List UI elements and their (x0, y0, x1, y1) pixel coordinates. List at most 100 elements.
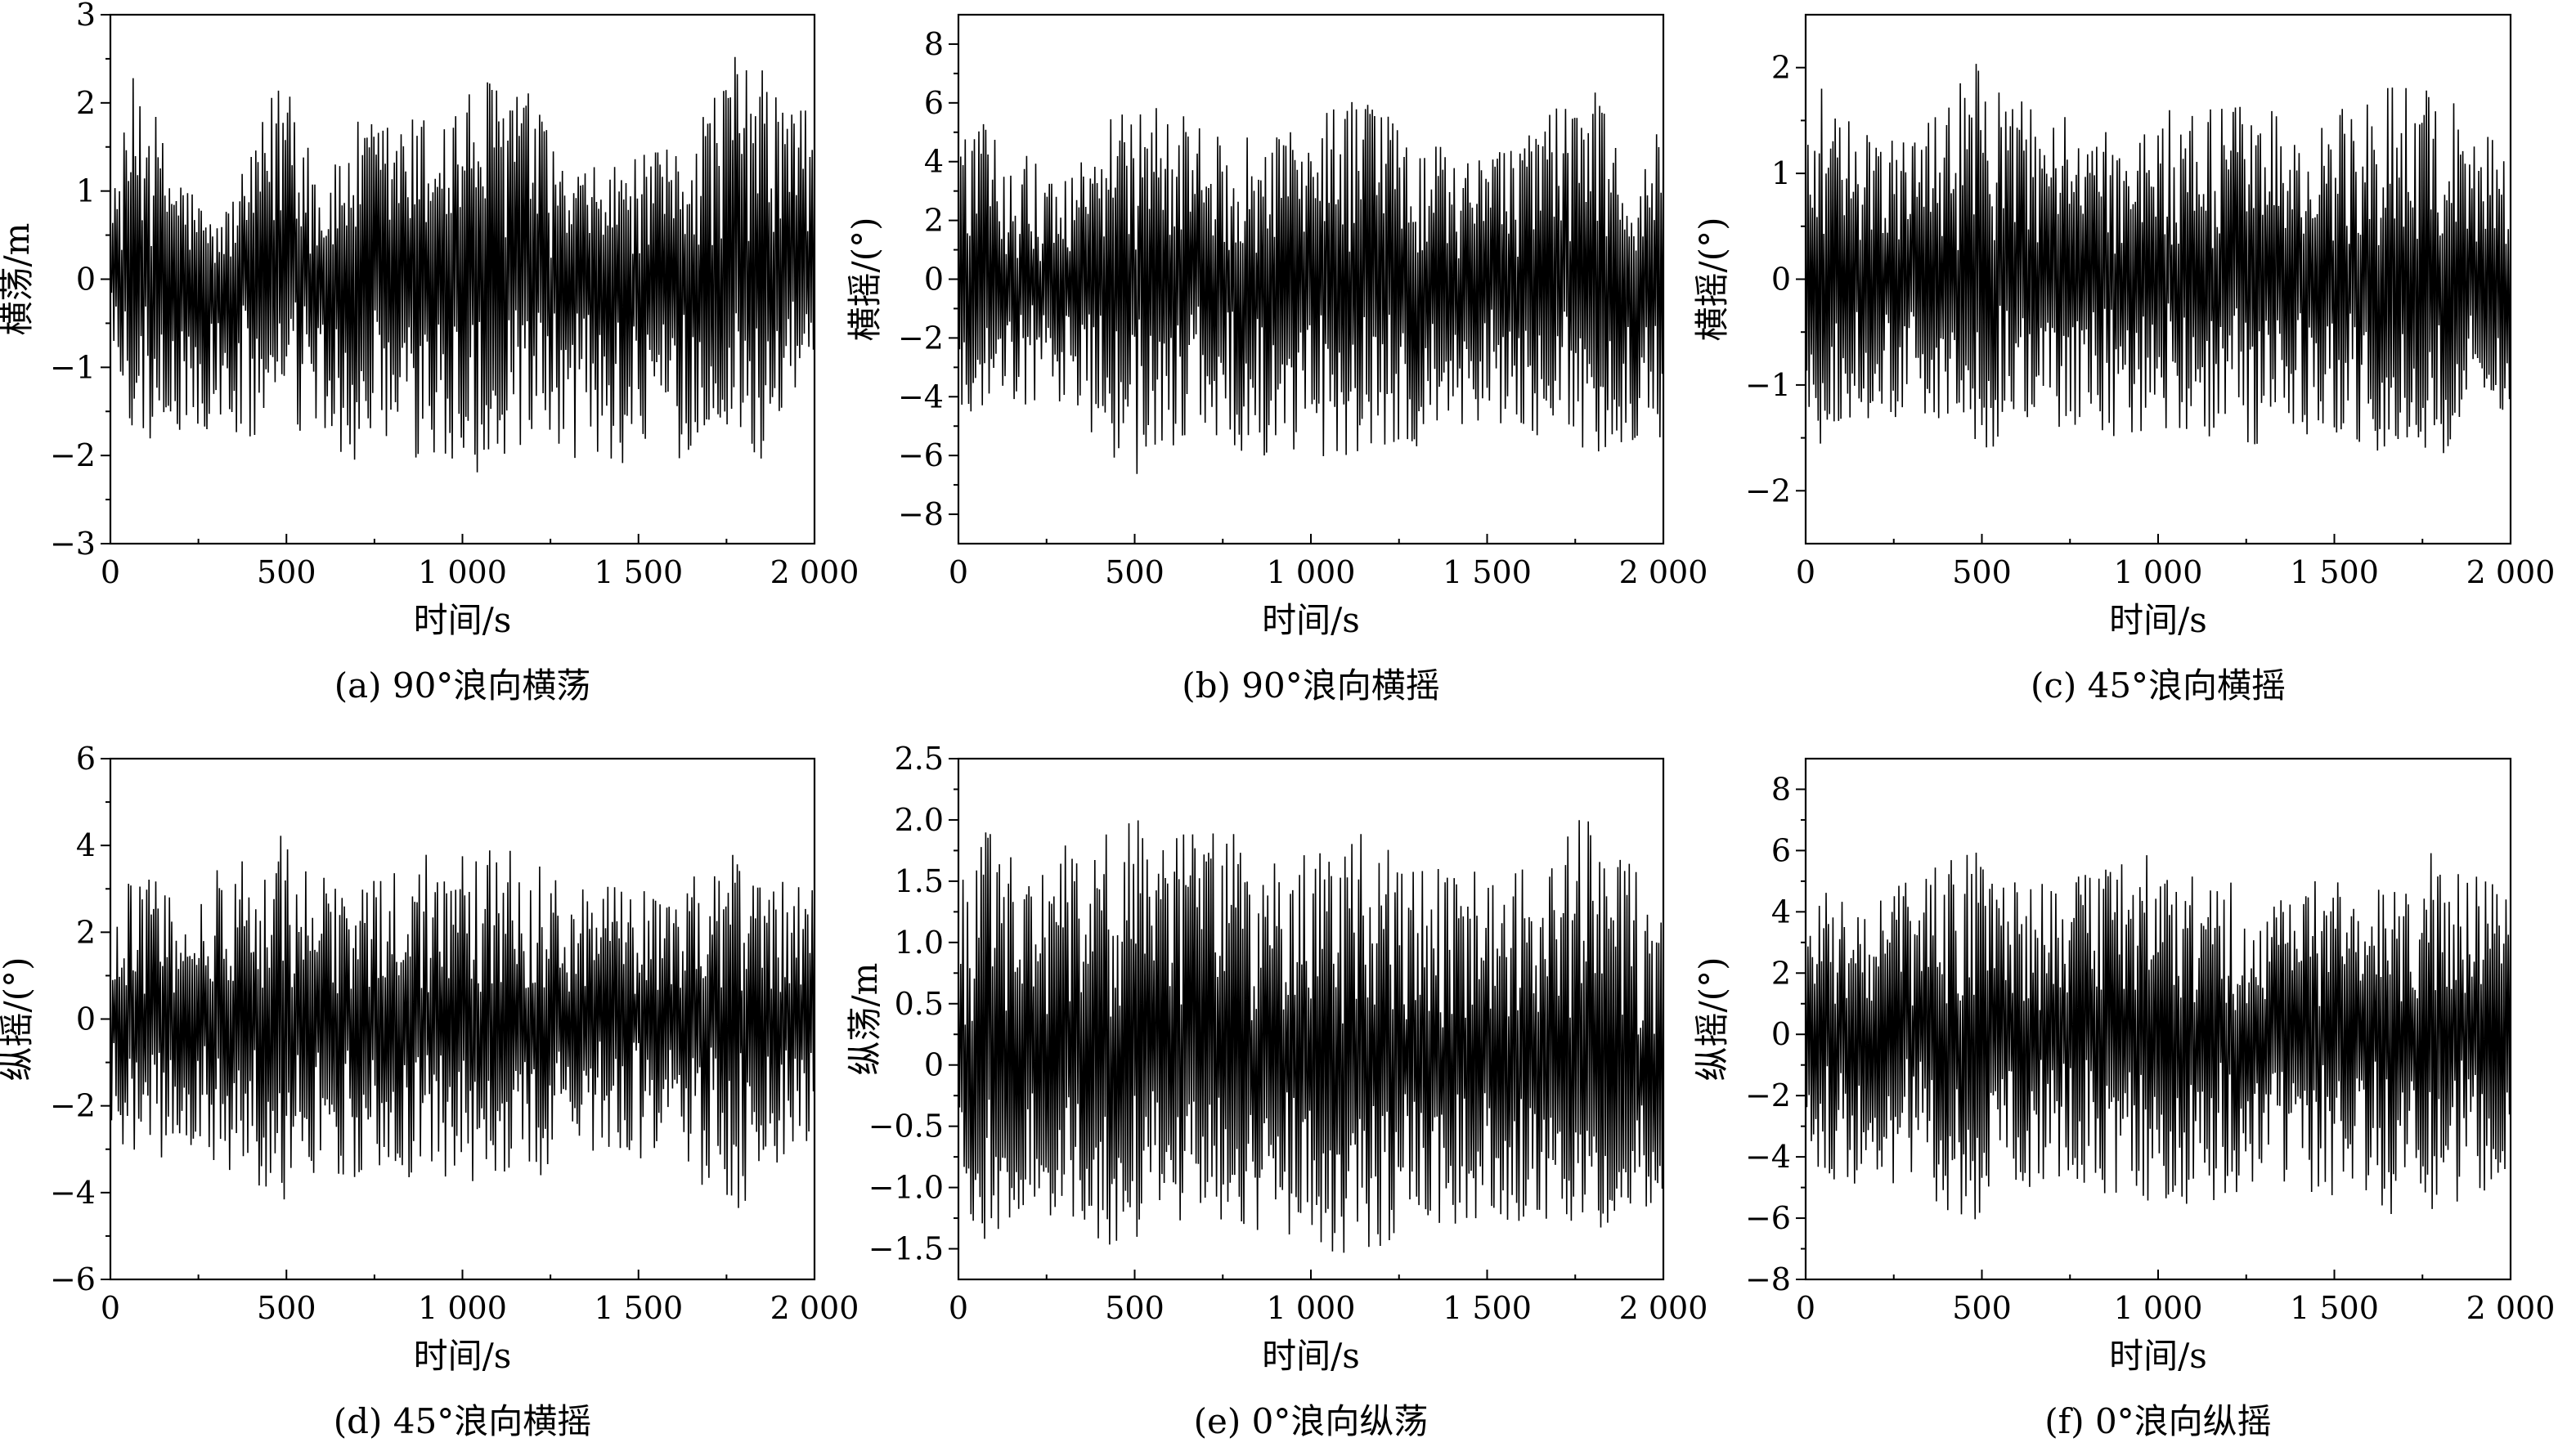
chart-panel-6: 0 500 1 000 1 500 2 000 −8 −6 −4 −2 0 2 4 6 8 时间/s 纵摇/(… (1692, 757, 2556, 1441)
y-axis-title: 横摇/(°) (845, 217, 885, 342)
y-tick-label: −2 (50, 1088, 96, 1124)
x-axis-title: 时间/s (1262, 600, 1360, 640)
y-tick-label: 4 (76, 827, 96, 863)
chart-panel-3: 0 500 1 000 1 500 2 000 −2 −1 0 1 2 时间/s 横摇/(°) (c) … (1692, 13, 2556, 706)
x-tick-label: 500 (257, 554, 316, 590)
y-tick-label: 2.5 (895, 741, 944, 777)
x-tick-label: 1 000 (1267, 554, 1356, 590)
y-tick-label: −6 (50, 1261, 96, 1297)
x-tick-label: 0 (949, 554, 968, 590)
y-tick-label: 2 (76, 914, 96, 950)
y-tick-label: 0.5 (895, 986, 944, 1022)
y-tick-label: −1.0 (868, 1170, 944, 1206)
y-tick-label: −4 (1745, 1139, 1791, 1175)
y-axis-title: 纵摇/(°) (0, 957, 37, 1082)
y-tick-label: −4 (898, 379, 944, 414)
x-tick-label: 2 000 (1619, 1290, 1708, 1326)
y-tick-label: 6 (76, 741, 96, 777)
y-tick-label: 1.5 (895, 863, 944, 899)
y-tick-label: 0 (924, 1047, 944, 1083)
y-tick-label: 0 (76, 262, 96, 298)
y-tick-label: −2 (1745, 473, 1791, 508)
response-trace (110, 835, 815, 1208)
y-tick-label: 4 (1771, 894, 1791, 930)
x-tick-label: 1 500 (2290, 554, 2379, 590)
x-tick-label: 2 000 (1619, 554, 1708, 590)
chart-panel-5: 0 500 1 000 1 500 2 000 −1.5 −1.0 −0.5 0 0.5 1.0 1.… (845, 741, 1708, 1441)
y-tick-label: −1.5 (868, 1231, 944, 1267)
y-tick-label: −2 (898, 320, 944, 356)
y-axis-title: 纵荡/m (845, 963, 885, 1076)
x-tick-label: 0 (101, 1290, 120, 1326)
y-tick-label: 0 (1771, 262, 1791, 298)
x-tick-label: 2 000 (2466, 554, 2556, 590)
x-axis-title: 时间/s (1262, 1336, 1360, 1376)
panel-caption: (b) 90°浪向横摇 (1182, 665, 1439, 706)
x-tick-label: 1 000 (418, 554, 507, 590)
y-tick-label: −3 (50, 526, 96, 562)
y-tick-label: 1.0 (895, 925, 944, 961)
x-tick-label: 2 000 (2466, 1290, 2556, 1326)
x-tick-label: 0 (1796, 554, 1815, 590)
panel-caption: (e) 0°浪向纵荡 (1194, 1401, 1429, 1441)
y-tick-label: 0 (1771, 1016, 1791, 1052)
chart-panel-1: 0 500 1 000 1 500 2 000 −3 −2 −1 0 1 2 3 时间/s 横荡/m (a)… (0, 0, 859, 706)
x-tick-label: 2 000 (770, 554, 859, 590)
response-trace (110, 56, 815, 473)
y-tick-label: 0 (924, 262, 944, 298)
panel-caption: (c) 45°浪向横摇 (2031, 665, 2286, 706)
y-tick-label: 2 (1771, 955, 1791, 991)
y-tick-label: −6 (898, 437, 944, 473)
x-tick-label: 0 (101, 554, 120, 590)
x-tick-label: 1 500 (1443, 554, 1532, 590)
x-axis-title: 时间/s (2109, 1336, 2207, 1376)
y-tick-label: 2 (76, 85, 96, 121)
y-tick-label: 2 (1771, 50, 1791, 86)
y-tick-label: 2.0 (895, 802, 944, 838)
y-tick-label: −0.5 (868, 1109, 944, 1145)
y-tick-label: 6 (924, 85, 944, 121)
response-trace (958, 820, 1664, 1253)
y-tick-label: 1 (1771, 155, 1791, 191)
x-axis-title: 时间/s (414, 1336, 512, 1376)
x-tick-label: 1 000 (2114, 554, 2203, 590)
x-tick-label: 500 (1105, 1290, 1165, 1326)
y-tick-label: −8 (898, 496, 944, 532)
panel-caption: (d) 45°浪向横摇 (334, 1401, 591, 1441)
x-tick-label: 1 000 (1267, 1290, 1356, 1326)
y-tick-label: 1 (76, 173, 96, 209)
y-tick-label: 8 (1771, 771, 1791, 807)
x-tick-label: 1 500 (1443, 1290, 1532, 1326)
x-tick-label: 500 (1105, 554, 1165, 590)
chart-panel-2: 0 500 1 000 1 500 2 000 −8 −6 −4 −2 0 2 4 6 8 时间/s 横摇/(… (845, 13, 1708, 706)
y-tick-label: −2 (50, 437, 96, 473)
y-tick-label: 8 (924, 26, 944, 62)
y-tick-label: 6 (1771, 832, 1791, 868)
y-tick-label: −8 (1745, 1261, 1791, 1297)
x-tick-label: 500 (257, 1290, 316, 1326)
y-tick-label: −1 (50, 349, 96, 385)
y-axis-title: 纵摇/(°) (1692, 957, 1732, 1082)
y-axis-title: 横荡/m (0, 223, 37, 336)
y-axis-title: 横摇/(°) (1692, 217, 1732, 342)
y-tick-label: 2 (924, 203, 944, 239)
x-tick-label: 2 000 (770, 1290, 859, 1326)
x-tick-label: 500 (1952, 1290, 2012, 1326)
y-tick-label: 4 (924, 144, 944, 180)
chart-panel-4: 0 500 1 000 1 500 2 000 −6 −4 −2 0 2 4 6 时间/s 纵摇/(°) (… (0, 741, 859, 1441)
panel-caption: (f) 0°浪向纵摇 (2044, 1401, 2271, 1441)
y-tick-label: −6 (1745, 1200, 1791, 1236)
response-trace (958, 92, 1664, 474)
y-tick-label: 3 (76, 0, 96, 33)
x-tick-label: 0 (949, 1290, 968, 1326)
x-tick-label: 1 500 (594, 1290, 683, 1326)
x-tick-label: 1 000 (418, 1290, 507, 1326)
response-trace (1805, 64, 2511, 454)
panel-caption: (a) 90°浪向横荡 (334, 665, 591, 706)
x-tick-label: 1 500 (2290, 1290, 2379, 1326)
response-trace (1805, 852, 2511, 1220)
y-tick-label: −2 (1745, 1077, 1791, 1113)
y-tick-label: 0 (76, 1001, 96, 1037)
x-tick-label: 1 500 (594, 554, 683, 590)
